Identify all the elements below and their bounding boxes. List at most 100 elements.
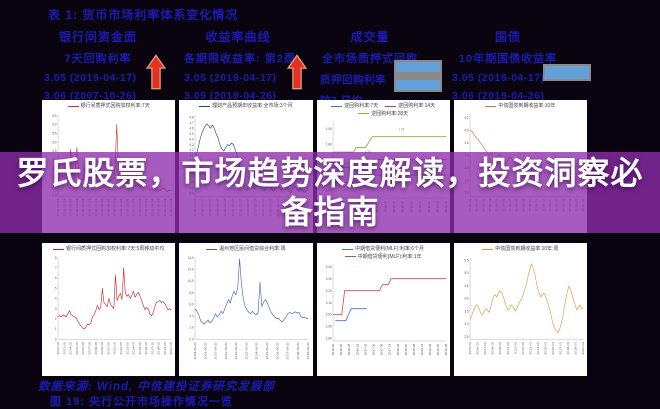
legend-entry: 逆回购利率:28天: [358, 111, 408, 118]
legend-swatch: [52, 248, 64, 250]
legend-label: 银行间质押式回购加权利率:7天:5周移动平均: [65, 246, 165, 252]
svg-text:2013-05: 2013-05: [125, 341, 129, 354]
svg-text:2017-06-20: 2017-06-20: [286, 341, 290, 358]
svg-text:2019-02: 2019-02: [428, 343, 432, 355]
legend-label: 中期借贷便利(MLF):利率:1年: [357, 253, 422, 260]
svg-text:2007-05: 2007-05: [88, 341, 92, 354]
group-value-2: 3.06 (2019-04-26): [452, 90, 545, 102]
svg-text:3.8: 3.8: [464, 140, 468, 144]
group-value-1: 3.05 (2019-04-17): [44, 72, 137, 84]
group-value-1: 3.05 (2019-04-17): [452, 72, 545, 84]
group-name: 收益率曲线: [205, 30, 271, 44]
group-name: 银行间资金面: [58, 30, 137, 44]
svg-text:2017-05: 2017-05: [371, 343, 375, 355]
svg-text:5.5: 5.5: [464, 258, 468, 262]
legend-entry: 理财产品预期年收益率:全市场:3个月: [199, 103, 293, 110]
svg-text:10.0: 10.0: [188, 278, 194, 282]
svg-text:2019-08: 2019-08: [444, 343, 448, 355]
svg-text:2019-05: 2019-05: [436, 343, 440, 355]
table-title: 表 1: 货币市场利率体系变化情况: [48, 8, 239, 22]
svg-text:2.80: 2.80: [325, 337, 331, 341]
header-group-funding: 银行间资金面 7天回购利率 3.05 (2019-04-17) 3.06 (20…: [44, 28, 152, 102]
svg-text:14.0: 14.0: [188, 255, 194, 259]
svg-text:3: 3: [55, 306, 57, 310]
svg-text:2009-06-20: 2009-06-20: [204, 341, 208, 358]
svg-text:2018-06-20: 2018-06-20: [296, 341, 300, 358]
svg-text:4.4: 4.4: [190, 137, 194, 141]
svg-text:2012-03: 2012-03: [521, 341, 525, 354]
svg-text:2019-03: 2019-03: [574, 341, 578, 354]
legend-swatch: [199, 105, 211, 107]
legend-entry: 中债国债到期收益率:10年:周: [482, 246, 559, 253]
svg-text:2009-03: 2009-03: [498, 341, 502, 354]
svg-text:3.0: 3.0: [464, 321, 468, 325]
svg-text:2014-03: 2014-03: [536, 341, 540, 354]
legend-label: 中期借贷便利(MLF):利率:6个月: [355, 246, 425, 252]
up-arrow-icon: [287, 54, 307, 90]
title-banner: 罗氏股票，市场趋势深度解读，投资洞察必 备指南: [0, 152, 660, 233]
next-figure-caption: 图 19: 央行公开市场操作情况一览: [50, 396, 234, 408]
svg-text:2007-03: 2007-03: [483, 341, 487, 354]
svg-text:2017-05: 2017-05: [151, 341, 155, 354]
svg-text:2013-03: 2013-03: [528, 341, 532, 354]
svg-text:8.0: 8.0: [190, 290, 194, 294]
svg-text:3.00: 3.00: [325, 313, 331, 317]
bar-segment: [396, 62, 440, 72]
svg-text:2012-05: 2012-05: [119, 341, 123, 354]
header-group-treasury: 国债 10年期国债收益率 3.05 (2019-04-17) 3.06 (201…: [452, 28, 564, 102]
svg-text:2012-06-20: 2012-06-20: [235, 341, 239, 358]
svg-text:5.5: 5.5: [52, 131, 56, 135]
single-bar-indicator-icon: [543, 64, 591, 81]
svg-text:2009-05: 2009-05: [100, 341, 104, 354]
svg-text:4.0: 4.0: [190, 313, 194, 317]
legend-label: 温州地区民间借贷综合利率:周: [219, 246, 286, 252]
svg-text:4.2: 4.2: [190, 147, 194, 151]
group-name: 国债: [494, 30, 521, 44]
legend-swatch: [358, 113, 370, 115]
svg-text:1.85: 1.85: [398, 127, 404, 131]
svg-text:1.90: 1.90: [325, 127, 331, 131]
svg-text:2017-08: 2017-08: [379, 343, 383, 355]
header-group-yield-curve: 收益率曲线 各期限收益率: 第2周 3.05 (2019-04-17) 3.05…: [184, 28, 295, 102]
banner-title-line-1: 罗氏股票，市场趋势深度解读，投资洞察必: [16, 154, 644, 191]
legend-label: 银行间质押式回购加权利率:7天: [80, 103, 150, 109]
legend-swatch: [344, 256, 356, 258]
svg-text:2016-02: 2016-02: [331, 343, 335, 355]
svg-text:2017-11: 2017-11: [387, 343, 391, 355]
svg-text:4.5: 4.5: [190, 131, 194, 135]
svg-text:2015-03: 2015-03: [543, 341, 547, 354]
svg-text:4.2: 4.2: [464, 115, 468, 119]
group-value-1: 3.05 (2019-04-17): [184, 72, 277, 84]
group-value-2: 3.06 (2007-10-26): [44, 90, 137, 102]
svg-text:2008-05: 2008-05: [94, 341, 98, 354]
chart-legend: 中债国债到期收益率:10年:周: [460, 246, 581, 253]
svg-text:2018-03: 2018-03: [566, 341, 570, 354]
data-source-note: 数据来源: Wind, 中信建投证券研究发展部: [38, 381, 275, 393]
svg-text:3.20: 3.20: [325, 289, 331, 293]
group-subtitle: 10年期国债收益率: [458, 53, 558, 65]
legend-label: 逆回购利率:28天: [371, 110, 409, 117]
svg-text:2006-03: 2006-03: [476, 341, 480, 354]
chart-grid: 银行间质押式回购加权利率:7天 6.5 6.0 5.5 5.0 4.5 4.0 3.5 3.0…: [42, 100, 587, 376]
bar-segment: [396, 80, 440, 90]
svg-text:2008-06-20: 2008-06-20: [194, 341, 198, 358]
svg-text:2014-05: 2014-05: [132, 341, 136, 354]
svg-text:2013-06-20: 2013-06-20: [245, 341, 249, 358]
svg-text:4: 4: [55, 296, 57, 300]
legend-swatch: [67, 105, 79, 107]
svg-text:6: 6: [55, 275, 57, 279]
svg-text:2016-11: 2016-11: [355, 343, 359, 355]
legend-label: 逆回购利率:7天: [344, 103, 379, 109]
chart-legend: 逆回购利率:7天 逆回购利率:14天 逆回购利率:28天: [323, 103, 444, 117]
double-bar-indicator-icon: [394, 60, 442, 92]
chart-panel: 银行间质押式回购加权利率:7天:5周移动平均 8 7 6 5 4 3 2 1 0 2002-05 2…: [42, 243, 176, 376]
svg-text:5.0: 5.0: [464, 270, 468, 274]
svg-text:3.10: 3.10: [325, 301, 331, 305]
svg-text:5.0: 5.0: [52, 140, 56, 144]
legend-label: 中债国债到期收益率:10年:周: [495, 246, 559, 252]
legend-label: 理财产品预期年收益率:全市场:3个月: [212, 103, 293, 109]
svg-text:4.5: 4.5: [464, 283, 468, 287]
svg-text:3.40: 3.40: [325, 265, 331, 269]
